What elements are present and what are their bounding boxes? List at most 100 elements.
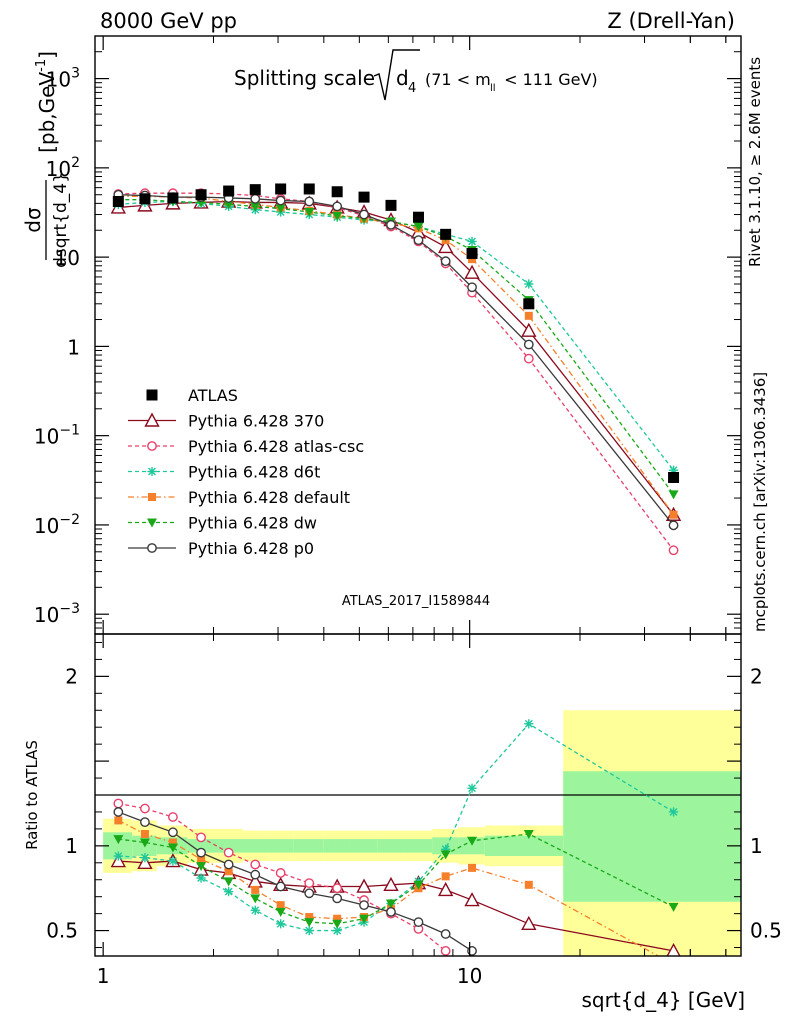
ratio-point-dw bbox=[523, 829, 534, 839]
legend-label-p0: Pythia 6.428 p0 bbox=[188, 539, 314, 558]
title-root-var: d bbox=[396, 66, 409, 90]
main-y-tick-label: 10−2 bbox=[34, 512, 80, 538]
ratio-point-p0 bbox=[168, 827, 178, 838]
ratio-point-dw bbox=[467, 836, 478, 846]
legend-entry-atlas: ATLAS bbox=[146, 386, 238, 405]
main-point-atlas bbox=[412, 211, 424, 223]
ratio-point-default bbox=[224, 867, 233, 876]
main-point-atlas bbox=[523, 298, 535, 310]
header-right-label: Z (Drell-Yan) bbox=[607, 9, 735, 33]
ratio-point-atlascsc bbox=[223, 847, 234, 858]
analysis-id: ATLAS_2017_I1589844 bbox=[342, 594, 490, 609]
main-series-atlas bbox=[112, 183, 680, 483]
ratio-point-d6t bbox=[524, 719, 534, 729]
x-axis-label: sqrt{d_4} [GeV] bbox=[582, 988, 746, 1012]
ratio-point-dw bbox=[332, 919, 343, 929]
svg-text:(71 < m: (71 < m bbox=[425, 70, 491, 89]
legend-entry-default: Pythia 6.428 default bbox=[128, 488, 350, 507]
main-point-atlas bbox=[223, 185, 235, 197]
ratio-line-d6t bbox=[118, 722, 674, 932]
ratio-point-d6t bbox=[467, 783, 477, 793]
ratio-point-p0 bbox=[140, 817, 150, 828]
ratio-point-p370 bbox=[383, 876, 399, 892]
ylabel-units: [pb,GeV-1] bbox=[34, 51, 59, 153]
ratio-y-tick-label-right: 0.5 bbox=[750, 919, 782, 943]
ratio-y-tick-label-left: 1 bbox=[65, 834, 78, 858]
legend: ATLAS Pythia 6.428 370 Pythia 6.428 atlas-… bbox=[128, 386, 364, 558]
ratio-point-p370 bbox=[666, 942, 681, 956]
ratio-point-p0 bbox=[223, 859, 234, 870]
band-inner bbox=[349, 839, 378, 853]
ratio-point-p0 bbox=[386, 907, 396, 917]
rivet-label: Rivet 3.1.10, ≥ 2.6M events bbox=[746, 57, 764, 267]
legend-entry-dw: Pythia 6.428 dw bbox=[128, 514, 317, 533]
ratio-point-dw bbox=[275, 907, 286, 917]
main-point-p0 bbox=[668, 520, 679, 531]
main-y-axis-label: dσ dsqrt{d_4} [pb,GeV-1] bbox=[21, 51, 71, 268]
ratio-point-default bbox=[168, 838, 177, 847]
main-point-p0 bbox=[413, 235, 424, 246]
ratio-point-p370 bbox=[521, 915, 537, 930]
ratio-point-d6t bbox=[668, 807, 679, 817]
band-inner bbox=[293, 839, 324, 853]
ratio-y-tick-label-left: 2 bbox=[65, 664, 78, 688]
ratio-point-atlascsc bbox=[140, 803, 150, 814]
x-tick-label: 10 bbox=[457, 964, 482, 988]
legend-label-atlascsc: Pythia 6.428 atlas-csc bbox=[188, 437, 364, 456]
ratio-point-default bbox=[670, 960, 678, 968]
ratio-point-p0 bbox=[304, 888, 315, 899]
main-line-p370 bbox=[118, 200, 675, 516]
ratio-point-dw bbox=[196, 862, 207, 872]
main-y-tick-label: 103 bbox=[46, 66, 80, 92]
ratio-point-atlascsc bbox=[113, 798, 124, 809]
main-point-atlas bbox=[466, 247, 478, 259]
ratio-point-dw bbox=[139, 838, 150, 848]
ratio-point-d6t bbox=[276, 919, 286, 929]
svg-text:d: d bbox=[396, 66, 409, 90]
ratio-point-dw bbox=[668, 902, 679, 912]
ratio-point-p0 bbox=[250, 869, 261, 880]
ratio-point-atlascsc bbox=[332, 883, 343, 894]
ratio-point-default bbox=[114, 816, 123, 825]
main-series-d6t bbox=[113, 196, 679, 475]
main-point-d6t bbox=[524, 279, 534, 289]
main-point-atlas bbox=[139, 193, 151, 205]
ratio-point-p0 bbox=[440, 929, 451, 939]
main-point-p370 bbox=[437, 238, 454, 254]
ylabel-denominator: dsqrt{d_4} bbox=[51, 172, 71, 268]
ratio-point-p0 bbox=[275, 881, 286, 892]
main-y-tick-label: 10 bbox=[55, 246, 80, 270]
ratio-point-d6t bbox=[304, 925, 314, 936]
legend-entry-atlascsc: Pythia 6.428 atlas-csc bbox=[128, 437, 364, 456]
ratio-y-tick-label-right: 1 bbox=[750, 834, 763, 858]
ratio-point-dw bbox=[167, 843, 178, 853]
ratio-series-dw bbox=[113, 829, 679, 929]
main-line-dw bbox=[118, 199, 675, 495]
band-inner bbox=[377, 839, 404, 853]
ratio-point-d6t bbox=[250, 905, 260, 915]
ratio-line-p370 bbox=[118, 860, 674, 952]
main-y-tick-labels: 10−3 10−2 10−1 1 10 102 103 bbox=[34, 66, 80, 628]
main-y-tick-label: 10−1 bbox=[34, 423, 80, 449]
plot-title: Splitting scale d 4 (71 < m ll < 111 GeV… bbox=[234, 49, 598, 101]
legend-marker-atlas bbox=[146, 389, 158, 401]
main-point-p0 bbox=[304, 196, 315, 207]
mcplots-label: mcplots.cern.ch [arXiv:1306.3436] bbox=[751, 372, 769, 632]
ratio-point-default bbox=[524, 880, 533, 889]
ratio-point-p0 bbox=[332, 893, 343, 904]
main-point-atlas bbox=[303, 183, 315, 195]
legend-label-d6t: Pythia 6.428 d6t bbox=[188, 463, 320, 482]
header-left-label: 8000 GeV pp bbox=[100, 9, 237, 33]
ratio-point-atlascsc bbox=[168, 812, 178, 822]
svg-text:< 111 GeV): < 111 GeV) bbox=[499, 70, 598, 89]
ratio-point-p370 bbox=[464, 892, 480, 907]
band-inner bbox=[323, 839, 350, 853]
ratio-point-atlascsc bbox=[304, 878, 315, 889]
ratio-line-dw bbox=[118, 833, 674, 925]
ratio-y-tick-label-right: 2 bbox=[750, 664, 763, 688]
main-point-p0 bbox=[467, 282, 477, 293]
main-point-p0 bbox=[523, 339, 534, 350]
main-point-p370 bbox=[521, 322, 537, 337]
svg-text:Splitting scale: Splitting scale bbox=[234, 66, 375, 90]
ratio-point-d6t bbox=[140, 853, 150, 863]
